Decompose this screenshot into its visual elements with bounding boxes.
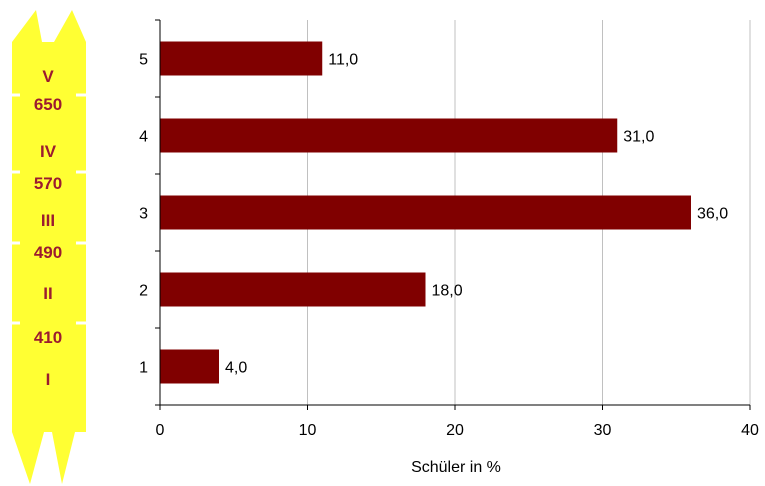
bar-3 bbox=[160, 195, 691, 230]
y-tick-label-4: 4 bbox=[139, 129, 148, 146]
y-tick-label-1: 1 bbox=[139, 360, 148, 377]
data-labels: 4,0 18,0 36,0 31,0 11,0 bbox=[225, 52, 728, 377]
data-label-3: 36,0 bbox=[697, 206, 728, 223]
bar-4 bbox=[160, 118, 618, 153]
x-tick-label-20: 20 bbox=[446, 422, 464, 439]
bar-1 bbox=[160, 349, 219, 384]
scale-cut-570: 570 bbox=[34, 174, 62, 193]
scale-level-i: I bbox=[46, 370, 51, 389]
data-label-1: 4,0 bbox=[225, 360, 247, 377]
y-tick-label-5: 5 bbox=[139, 52, 148, 69]
competence-scale: V 650 IV 570 III 490 II 410 I bbox=[8, 10, 86, 484]
data-label-5: 11,0 bbox=[328, 52, 358, 69]
y-tick-label-2: 2 bbox=[139, 283, 148, 300]
bar-5 bbox=[160, 41, 323, 76]
x-axis-title: Schüler in % bbox=[411, 459, 501, 476]
axes bbox=[155, 19, 751, 410]
bar-2 bbox=[160, 272, 426, 307]
scale-level-ii: II bbox=[43, 284, 52, 303]
x-tick-label-30: 30 bbox=[594, 422, 612, 439]
scale-cut-410: 410 bbox=[34, 328, 62, 347]
x-tick-label-10: 10 bbox=[299, 422, 317, 439]
bars bbox=[160, 41, 691, 384]
x-tick-label-0: 0 bbox=[156, 422, 165, 439]
x-tick-labels: 0 10 20 30 40 bbox=[156, 422, 759, 439]
scale-level-iv: IV bbox=[40, 142, 57, 161]
scale-level-iii: III bbox=[41, 211, 55, 230]
y-tick-label-3: 3 bbox=[139, 206, 148, 223]
data-label-4: 31,0 bbox=[623, 129, 654, 146]
data-label-2: 18,0 bbox=[432, 283, 463, 300]
scale-level-v: V bbox=[42, 67, 54, 86]
scale-dividers bbox=[8, 93, 86, 325]
y-tick-labels: 1 2 3 4 5 bbox=[139, 52, 148, 377]
scale-band-shape bbox=[12, 10, 86, 484]
scale-cut-490: 490 bbox=[34, 243, 62, 262]
x-tick-label-40: 40 bbox=[741, 422, 759, 439]
scale-cut-650: 650 bbox=[34, 95, 62, 114]
